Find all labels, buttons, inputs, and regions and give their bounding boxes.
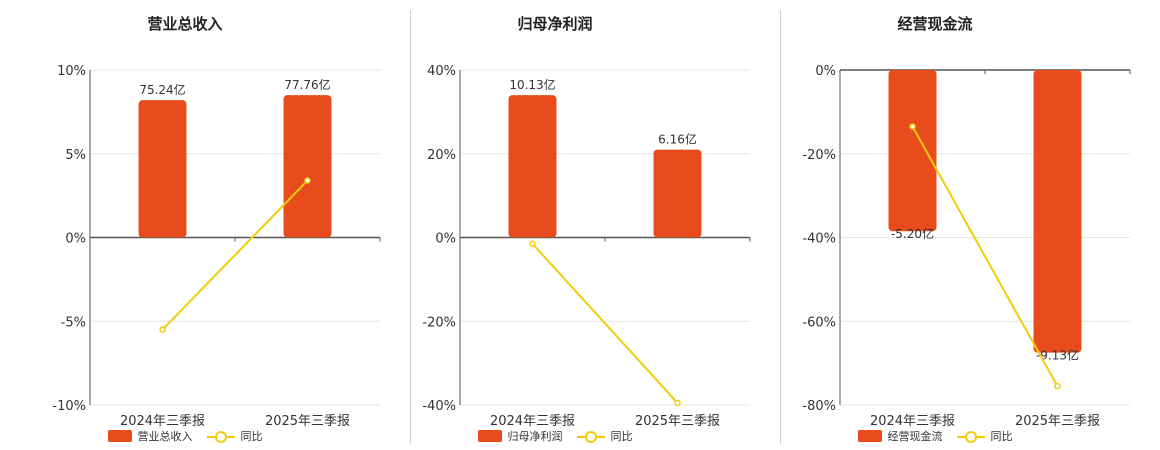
y-tick-label: -5% (61, 315, 86, 330)
chart-plot-revenue: 10% 5% 0% -5% -10% 2024年三季报 2025年三季报 75.24亿 77.7… (52, 64, 381, 429)
chart-plot-cash-flow: 0% -20% -40% -60% -80% 2024年三季报 2025年三季报 -5.20亿… (802, 64, 1131, 429)
chart-panel-revenue: 营业总收入 10% 5% 0% -5% -10% 2024年三季报 2025年三季报 75.2… (0, 0, 381, 450)
y-tick-label: 0% (65, 232, 86, 247)
x-tick-label: 2024年三季报 (870, 414, 955, 429)
bar-data-label: -5.20亿 (891, 226, 934, 241)
chart-legend: 归母净利润 同比 (370, 428, 740, 444)
bar (1033, 70, 1082, 353)
y-tick-label: 5% (65, 148, 86, 163)
y-tick-label: -40% (802, 232, 836, 247)
yoy-point (529, 240, 536, 248)
chart-plot-net-profit: 40% 20% 0% -20% -40% 2024年三季报 2025年三季报 10.13亿 6.… (422, 64, 751, 429)
yoy-point (909, 123, 916, 130)
yoy-point (674, 399, 681, 407)
y-tick-label: 20% (427, 148, 456, 163)
legend-line-label: 同比 (990, 430, 1013, 443)
y-tick-label: 40% (427, 64, 456, 79)
bar (283, 95, 332, 238)
chart-title: 营业总收入 (147, 15, 223, 33)
y-tick-label: 0% (435, 232, 456, 247)
bar (138, 100, 187, 238)
y-tick-label: -80% (802, 399, 836, 414)
x-tick-label: 2024年三季报 (490, 414, 575, 429)
legend-bar-swatch (477, 430, 502, 442)
panel-divider (410, 10, 411, 444)
panel-divider (780, 10, 781, 444)
y-tick-label: -60% (802, 315, 836, 330)
bar (888, 70, 937, 232)
y-tick-label: 0% (815, 64, 836, 79)
legend-line-marker (206, 430, 235, 443)
bar (508, 95, 557, 238)
bar-data-label: 10.13亿 (509, 77, 555, 92)
chart-legend: 经营现金流 同比 (750, 428, 1120, 444)
y-tick-label: -40% (422, 399, 456, 414)
y-tick-label: -20% (422, 315, 456, 330)
x-tick-label: 2024年三季报 (120, 414, 205, 429)
legend-line-label: 同比 (240, 430, 263, 443)
bar-data-label: 75.24亿 (139, 82, 185, 97)
chart-title: 归母净利润 (517, 15, 593, 33)
bar-data-label: 6.16亿 (658, 132, 697, 147)
legend-bar-swatch (857, 430, 882, 442)
legend-bar-label: 营业总收入 (137, 430, 193, 443)
legend-line-label: 同比 (610, 430, 633, 443)
yoy-line (531, 243, 679, 404)
y-tick-label: -10% (52, 399, 86, 414)
yoy-line (161, 179, 309, 331)
legend-line-marker (956, 430, 985, 443)
legend-bar-label: 归母净利润 (507, 430, 563, 443)
y-tick-label: 10% (57, 64, 86, 79)
chart-panel-cash-flow: 经营现金流 0% -20% -40% -60% -80% 2024年三季报 2025年三季报… (750, 0, 1131, 450)
chart-title: 经营现金流 (897, 15, 973, 33)
y-tick-label: -20% (802, 148, 836, 163)
yoy-point (1054, 382, 1061, 390)
legend-line-marker (576, 430, 605, 443)
yoy-point (304, 177, 311, 184)
x-tick-label: 2025年三季报 (265, 414, 350, 429)
chart-legend: 营业总收入 同比 (0, 428, 370, 444)
legend-bar-swatch (107, 430, 132, 442)
yoy-line (911, 126, 1059, 387)
legend-bar-label: 经营现金流 (887, 430, 943, 443)
x-tick-label: 2025年三季报 (635, 414, 720, 429)
chart-panel-net-profit: 归母净利润 40% 20% 0% -20% -40% 2024年三季报 2025年三季报 10… (370, 0, 751, 450)
bar (653, 149, 702, 238)
yoy-point (159, 326, 166, 333)
bar-data-label: 77.76亿 (284, 77, 330, 92)
x-tick-label: 2025年三季报 (1015, 414, 1100, 429)
bar-data-label: -9.13亿 (1036, 348, 1079, 363)
